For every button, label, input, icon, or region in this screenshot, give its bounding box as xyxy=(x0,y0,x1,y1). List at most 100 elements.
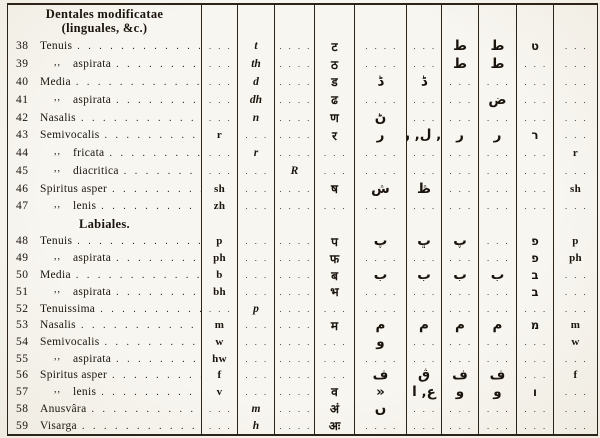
ditto-mark: ,, xyxy=(54,384,61,396)
row-name: Tenuissima xyxy=(40,302,96,315)
row-label-cell: 48 Tenuis . . . . . . . . . . . . . . . . … xyxy=(8,233,201,250)
dot-leader: . . . . . . . . . . . . . . . . . . . . … xyxy=(116,59,201,71)
row-number: 47 xyxy=(16,200,29,213)
table-row: 48 Tenuis . . . . . . . . . . . . . . . . … xyxy=(8,232,597,250)
glyph-cell: bh xyxy=(201,283,237,301)
glyph-cell: . . . . xyxy=(354,37,406,56)
glyph-cell: . . . . xyxy=(274,108,314,127)
row-number: 59 xyxy=(16,419,29,432)
glyph-cell: ط xyxy=(478,37,516,56)
glyph-cell: . . . . xyxy=(274,283,314,301)
ditto-mark: ,, xyxy=(54,284,61,296)
glyph-cell: م xyxy=(406,316,441,334)
dot-leader: . . . . . . . . . . . . . . . . . . . . … xyxy=(77,236,201,248)
row-label-cell: 55,, aspirata . . . . . . . . . . . . . . … xyxy=(8,350,201,367)
glyph-cell: פ xyxy=(516,232,553,250)
row-name: fricata xyxy=(73,147,105,160)
glyph-cell: ph xyxy=(201,249,237,267)
empty-header-cell xyxy=(354,215,406,233)
empty-header-cell xyxy=(314,5,354,38)
glyph-cell: . . . . xyxy=(274,90,314,109)
row-number: 44 xyxy=(16,147,29,160)
glyph-cell: ढ xyxy=(314,90,354,109)
row-number: 42 xyxy=(16,111,29,124)
row-number: 40 xyxy=(16,75,29,88)
glyph-cell: . . . xyxy=(516,333,553,351)
glyph-cell: . . . xyxy=(237,161,274,180)
glyph-cell: و xyxy=(441,383,478,401)
empty-header-cell xyxy=(274,5,314,38)
glyph-cell: . . . xyxy=(516,144,553,162)
glyph-cell: . . . xyxy=(406,108,441,127)
glyph-cell: . . . xyxy=(314,333,354,351)
row-name: Tenuis xyxy=(40,40,73,53)
empty-header-cell xyxy=(553,5,597,38)
glyph-cell: . . . xyxy=(441,179,478,198)
glyph-cell: . . . . xyxy=(274,179,314,198)
empty-header-cell xyxy=(274,215,314,233)
dot-leader: . . . . . . . . . . . . . . . . . . . . … xyxy=(101,201,201,213)
glyph-cell: . . . . xyxy=(354,55,406,74)
glyph-cell: . . . xyxy=(478,400,516,418)
glyph-cell: . . . xyxy=(406,197,441,216)
table-row: 59 Visarga . . . . . . . . . . . . . . . .… xyxy=(8,417,597,434)
table-row: 42 Nasalis . . . . . . . . . . . . . . . .… xyxy=(8,108,597,127)
glyph-cell: zh xyxy=(201,197,237,216)
table-row: 44,, fricata . . . . . . . . . . . . . . .… xyxy=(8,144,597,162)
glyph-cell: . . . xyxy=(516,55,553,74)
glyph-cell: ו xyxy=(516,383,553,401)
glyph-cell: . . . xyxy=(553,126,597,145)
glyph-cell: . . . xyxy=(201,300,237,317)
glyph-cell: . . . xyxy=(406,333,441,351)
row-label-cell: 57,, lenis . . . . . . . . . . . . . . . .… xyxy=(8,384,201,401)
glyph-cell: ph xyxy=(553,249,597,267)
glyph-cell: . . . . xyxy=(354,144,406,162)
row-name: Spiritus asper xyxy=(40,182,108,195)
glyph-cell: अं xyxy=(314,400,354,418)
glyph-cell: ں xyxy=(354,400,406,418)
glyph-cell: ف xyxy=(354,366,406,384)
glyph-cell: . . . . xyxy=(274,37,314,56)
glyph-cell: w xyxy=(201,333,237,351)
glyph-cell: b xyxy=(201,266,237,284)
glyph-cell: . . . xyxy=(478,417,516,434)
glyph-cell: ب xyxy=(406,266,441,284)
glyph-cell: p xyxy=(553,232,597,250)
row-number: 39 xyxy=(16,58,29,71)
glyph-cell: n xyxy=(237,108,274,127)
glyph-cell: . . . xyxy=(478,232,516,250)
glyph-cell: ڻ xyxy=(354,108,406,127)
row-number: 46 xyxy=(16,182,29,195)
glyph-cell: ट xyxy=(314,37,354,56)
glyph-cell: . . . xyxy=(441,197,478,216)
glyph-cell: . . . xyxy=(406,417,441,434)
glyph-cell: . . . xyxy=(237,316,274,334)
dot-leader: . . . . . . . . . . . . . . . . . . . . … xyxy=(109,148,201,160)
ditto-mark: ,, xyxy=(54,198,61,210)
glyph-cell: . . . xyxy=(553,90,597,109)
empty-header-cell xyxy=(406,215,441,233)
glyph-cell: ط xyxy=(441,55,478,74)
glyph-cell: . . . xyxy=(201,37,237,56)
section-title-line: (linguales, &c.) xyxy=(61,21,148,36)
row-label-cell: 45,, diacritica . . . . . . . . . . . . . … xyxy=(8,162,201,180)
glyph-cell: . . . . xyxy=(274,333,314,351)
glyph-cell: र xyxy=(314,126,354,145)
row-name: Nasalis xyxy=(40,319,76,332)
glyph-cell: ط xyxy=(478,55,516,74)
glyph-cell: . . . xyxy=(516,300,553,317)
glyph-cell: . . . . xyxy=(274,266,314,284)
row-label-cell: 58 Anusvâra . . . . . . . . . . . . . . . … xyxy=(8,400,201,417)
glyph-cell: . . . . xyxy=(274,366,314,384)
row-label-cell: 41,, aspirata . . . . . . . . . . . . . . … xyxy=(8,91,201,109)
glyph-cell: . . . xyxy=(441,90,478,109)
row-name: aspirata xyxy=(73,252,112,265)
row-name: Tenuis xyxy=(40,235,73,248)
dot-leader: . . . . . . . . . . . . . . . . . . . . … xyxy=(81,420,201,432)
glyph-cell: व xyxy=(314,383,354,401)
glyph-cell: م xyxy=(441,316,478,334)
dot-leader: . . . . . . . . . . . . . . . . . . . . … xyxy=(100,303,201,315)
glyph-cell: p xyxy=(237,300,274,317)
glyph-cell: . . . xyxy=(478,197,516,216)
